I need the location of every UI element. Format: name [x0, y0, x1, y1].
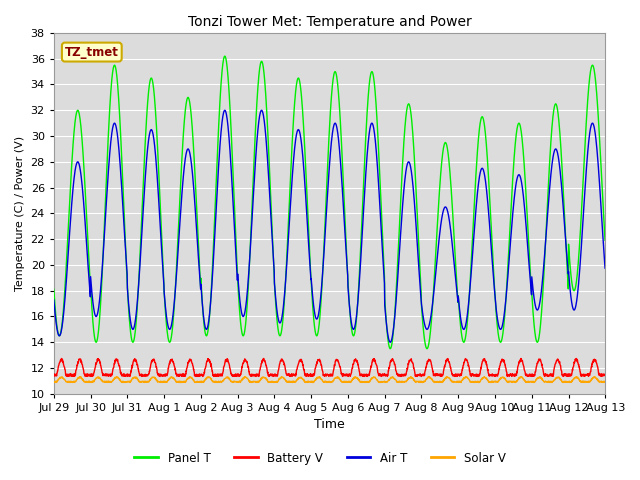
Title: Tonzi Tower Met: Temperature and Power: Tonzi Tower Met: Temperature and Power — [188, 15, 472, 29]
Legend: Panel T, Battery V, Air T, Solar V: Panel T, Battery V, Air T, Solar V — [130, 447, 510, 469]
Text: TZ_tmet: TZ_tmet — [65, 46, 119, 59]
X-axis label: Time: Time — [314, 419, 345, 432]
Y-axis label: Temperature (C) / Power (V): Temperature (C) / Power (V) — [15, 136, 25, 291]
